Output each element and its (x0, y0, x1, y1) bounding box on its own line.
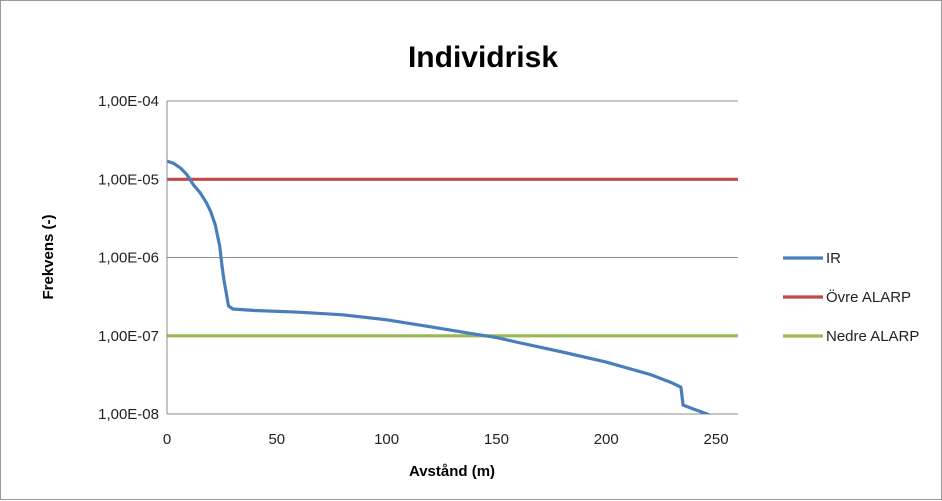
y-tick-label: 1,00E-04 (98, 93, 159, 110)
series-line-ir (167, 159, 712, 414)
x-tick-label: 200 (594, 431, 619, 448)
y-tick-label: 1,00E-07 (98, 328, 159, 345)
x-axis-title: Avstånd (m) (409, 463, 495, 480)
grid-lines (167, 100, 738, 415)
x-tick-label: 100 (374, 431, 399, 448)
legend-label: IR (826, 250, 841, 267)
y-tick-label: 1,00E-05 (98, 171, 159, 188)
y-tick-label: 1,00E-08 (98, 406, 159, 423)
legend-label: Övre ALARP (826, 288, 911, 306)
x-tick-labels: 0 50 100 150 200 250 (163, 431, 729, 448)
legend: IR Övre ALARP Nedre ALARP (783, 250, 919, 345)
y-tick-label: 1,00E-06 (98, 250, 159, 267)
y-tick-labels: 1,00E-04 1,00E-05 1,00E-06 1,00E-07 1,00E-08 (98, 93, 159, 423)
legend-label: Nedre ALARP (826, 328, 919, 345)
chart-title: Individrisk (408, 41, 558, 74)
series-lines (167, 159, 738, 414)
x-tick-label: 50 (268, 431, 285, 448)
y-axis-title: Frekvens (-) (40, 214, 57, 299)
x-tick-label: 0 (163, 431, 171, 448)
x-tick-label: 250 (704, 431, 729, 448)
x-tick-label: 150 (484, 431, 509, 448)
